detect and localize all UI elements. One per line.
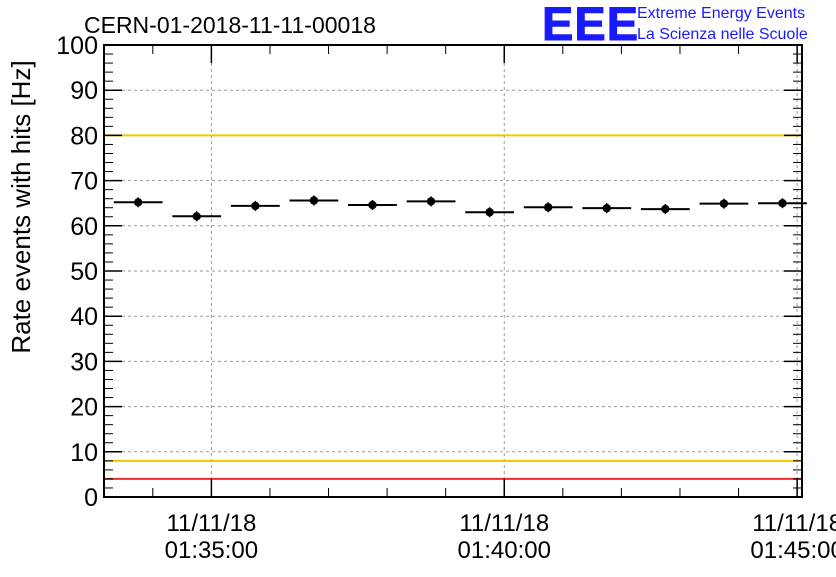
data-point: [661, 204, 670, 214]
y-tick-label: 80: [70, 122, 98, 150]
reference-lines: [104, 44, 802, 480]
data-point: [251, 201, 260, 211]
chart-title: CERN-01-2018-11-11-00018: [84, 12, 376, 38]
data-series: [113, 195, 807, 222]
x-tick-label-time: 01:40:00: [458, 537, 551, 564]
y-axis-label: Rate events with hits [Hz]: [6, 60, 36, 353]
grid-lines: [104, 45, 802, 497]
y-tick-label: 0: [84, 484, 98, 512]
data-point: [309, 196, 319, 205]
y-tick-label: 40: [70, 303, 98, 331]
x-axis: 11/11/1801:35:0011/11/1801:40:0011/11/18…: [152, 45, 836, 564]
data-point: [133, 198, 143, 207]
data-point: [426, 197, 436, 206]
x-tick-label-time: 01:35:00: [165, 537, 258, 564]
eee-logo-line2: La Scienza nelle Scuole: [637, 26, 808, 43]
data-point: [368, 200, 377, 210]
data-point: [192, 212, 201, 221]
y-tick-label: 70: [70, 168, 98, 196]
x-tick-label-date: 11/11/18: [459, 510, 549, 537]
eee-logo: EEE Extreme Energy Events La Scienza nel…: [542, 0, 808, 51]
data-point: [778, 199, 787, 208]
y-tick-label: 30: [70, 348, 98, 376]
y-tick-label: 60: [70, 213, 98, 241]
y-tick-label: 50: [70, 258, 98, 286]
y-tick-label: 90: [70, 77, 98, 105]
x-tick-label-date: 11/11/18: [752, 510, 836, 537]
data-point: [485, 208, 494, 217]
data-point: [602, 203, 611, 213]
y-tick-label: 100: [56, 32, 98, 60]
y-tick-label: 20: [70, 394, 98, 422]
data-point: [719, 199, 729, 208]
x-tick-label-time: 01:45:00: [750, 537, 836, 564]
eee-logo-mark: EEE: [542, 0, 639, 50]
y-axis: 0 10 20 30 40 50 60 70 80 90 100: [56, 32, 802, 512]
x-tick-label-date: 11/11/18: [166, 510, 256, 537]
eee-logo-line1: Extreme Energy Events: [637, 5, 805, 22]
data-point: [543, 203, 553, 212]
y-tick-label: 10: [70, 439, 98, 467]
